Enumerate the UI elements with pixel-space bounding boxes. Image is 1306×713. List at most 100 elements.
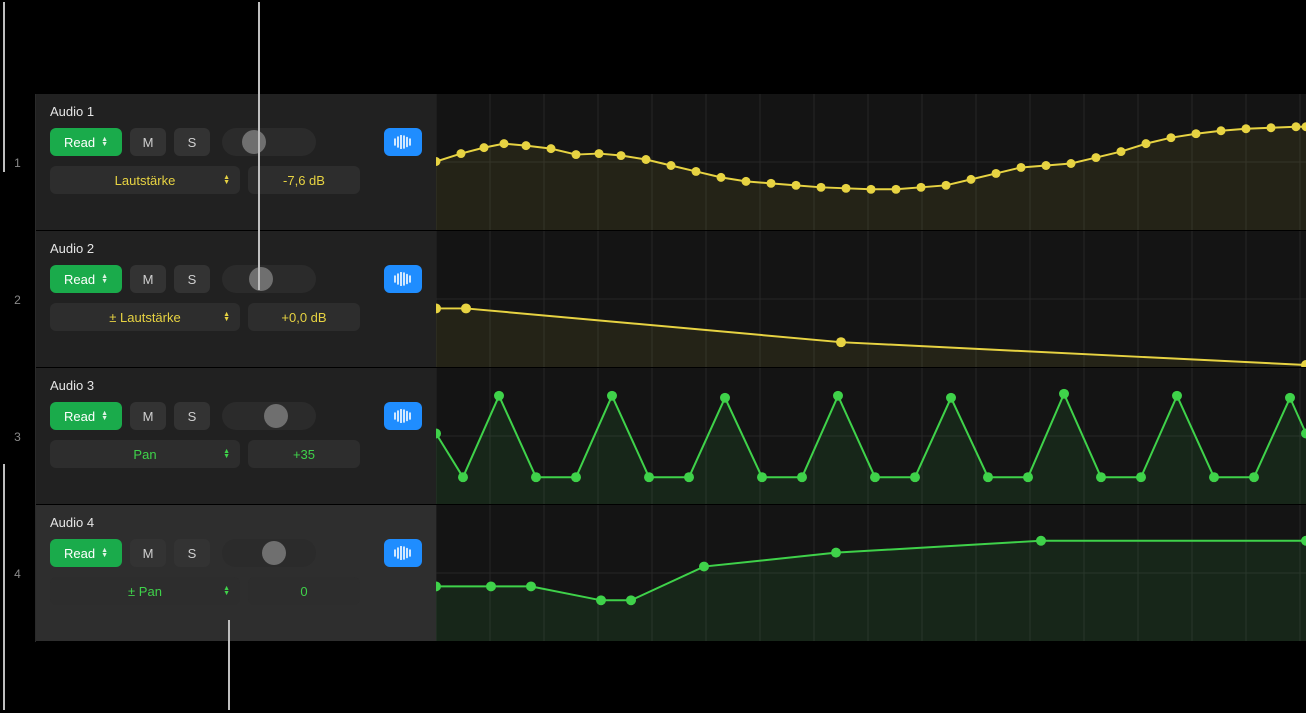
automation-point[interactable] bbox=[607, 391, 617, 401]
solo-button[interactable]: S bbox=[174, 402, 210, 430]
solo-button[interactable]: S bbox=[174, 265, 210, 293]
automation-point[interactable] bbox=[480, 143, 489, 152]
automation-mode-select[interactable]: Read▲▼ bbox=[50, 128, 122, 156]
automation-point[interactable] bbox=[486, 581, 496, 591]
waveform-icon[interactable] bbox=[384, 539, 422, 567]
automation-point[interactable] bbox=[457, 149, 466, 158]
automation-point[interactable] bbox=[910, 472, 920, 482]
automation-point[interactable] bbox=[1017, 163, 1026, 172]
automation-point[interactable] bbox=[1036, 536, 1046, 546]
automation-point[interactable] bbox=[692, 167, 701, 176]
automation-param-select[interactable]: ± Lautstärke▲▼ bbox=[50, 303, 240, 331]
automation-param-select[interactable]: Pan▲▼ bbox=[50, 440, 240, 468]
volume-slider[interactable] bbox=[222, 402, 316, 430]
automation-point[interactable] bbox=[1059, 389, 1069, 399]
automation-lane[interactable] bbox=[436, 231, 1306, 368]
automation-point[interactable] bbox=[595, 149, 604, 158]
automation-point[interactable] bbox=[522, 141, 531, 150]
automation-point[interactable] bbox=[817, 183, 826, 192]
track-header[interactable]: Audio 4Read▲▼MS± Pan▲▼0 bbox=[36, 505, 436, 642]
automation-point[interactable] bbox=[531, 472, 541, 482]
automation-param-value[interactable]: +35 bbox=[248, 440, 360, 468]
automation-point[interactable] bbox=[1242, 124, 1251, 133]
volume-slider[interactable] bbox=[222, 128, 316, 156]
automation-lane[interactable] bbox=[436, 368, 1306, 505]
automation-point[interactable] bbox=[699, 562, 709, 572]
automation-point[interactable] bbox=[571, 472, 581, 482]
automation-point[interactable] bbox=[831, 548, 841, 558]
slider-knob[interactable] bbox=[262, 541, 286, 565]
automation-point[interactable] bbox=[1209, 472, 1219, 482]
automation-param-select[interactable]: Lautstärke▲▼ bbox=[50, 166, 240, 194]
mute-button[interactable]: M bbox=[130, 539, 166, 567]
slider-knob[interactable] bbox=[249, 267, 273, 291]
waveform-icon[interactable] bbox=[384, 402, 422, 430]
automation-point[interactable] bbox=[983, 472, 993, 482]
automation-point[interactable] bbox=[842, 184, 851, 193]
automation-point[interactable] bbox=[1217, 126, 1226, 135]
mute-button[interactable]: M bbox=[130, 402, 166, 430]
track-header[interactable]: Audio 2Read▲▼MS± Lautstärke▲▼+0,0 dB bbox=[36, 231, 436, 368]
automation-point[interactable] bbox=[458, 472, 468, 482]
automation-point[interactable] bbox=[1249, 472, 1259, 482]
automation-lane[interactable] bbox=[436, 505, 1306, 642]
automation-point[interactable] bbox=[946, 393, 956, 403]
automation-point[interactable] bbox=[892, 185, 901, 194]
automation-point[interactable] bbox=[644, 472, 654, 482]
automation-point[interactable] bbox=[1092, 153, 1101, 162]
automation-point[interactable] bbox=[667, 161, 676, 170]
automation-point[interactable] bbox=[1301, 360, 1306, 367]
automation-mode-select[interactable]: Read▲▼ bbox=[50, 265, 122, 293]
waveform-icon[interactable] bbox=[384, 128, 422, 156]
automation-point[interactable] bbox=[547, 144, 556, 153]
automation-point[interactable] bbox=[836, 337, 846, 347]
automation-point[interactable] bbox=[757, 472, 767, 482]
automation-point[interactable] bbox=[1136, 472, 1146, 482]
automation-point[interactable] bbox=[1042, 161, 1051, 170]
automation-point[interactable] bbox=[1167, 133, 1176, 142]
automation-point[interactable] bbox=[1096, 472, 1106, 482]
automation-point[interactable] bbox=[992, 169, 1001, 178]
slider-knob[interactable] bbox=[242, 130, 266, 154]
automation-param-value[interactable]: -7,6 dB bbox=[248, 166, 360, 194]
automation-point[interactable] bbox=[1285, 393, 1295, 403]
automation-point[interactable] bbox=[572, 150, 581, 159]
automation-point[interactable] bbox=[500, 139, 509, 148]
automation-point[interactable] bbox=[626, 595, 636, 605]
automation-point[interactable] bbox=[526, 581, 536, 591]
automation-point[interactable] bbox=[684, 472, 694, 482]
automation-mode-select[interactable]: Read▲▼ bbox=[50, 402, 122, 430]
automation-param-value[interactable]: 0 bbox=[248, 577, 360, 605]
automation-point[interactable] bbox=[867, 185, 876, 194]
automation-point[interactable] bbox=[1267, 123, 1276, 132]
automation-point[interactable] bbox=[792, 181, 801, 190]
automation-point[interactable] bbox=[1117, 147, 1126, 156]
waveform-icon[interactable] bbox=[384, 265, 422, 293]
mute-button[interactable]: M bbox=[130, 265, 166, 293]
automation-point[interactable] bbox=[917, 183, 926, 192]
solo-button[interactable]: S bbox=[174, 539, 210, 567]
automation-param-select[interactable]: ± Pan▲▼ bbox=[50, 577, 240, 605]
automation-point[interactable] bbox=[1142, 139, 1151, 148]
automation-point[interactable] bbox=[942, 181, 951, 190]
solo-button[interactable]: S bbox=[174, 128, 210, 156]
automation-point[interactable] bbox=[1067, 159, 1076, 168]
automation-point[interactable] bbox=[617, 151, 626, 160]
volume-slider[interactable] bbox=[222, 539, 316, 567]
automation-point[interactable] bbox=[797, 472, 807, 482]
automation-point[interactable] bbox=[767, 179, 776, 188]
automation-point[interactable] bbox=[1172, 391, 1182, 401]
automation-point[interactable] bbox=[870, 472, 880, 482]
automation-point[interactable] bbox=[717, 173, 726, 182]
automation-param-value[interactable]: +0,0 dB bbox=[248, 303, 360, 331]
automation-mode-select[interactable]: Read▲▼ bbox=[50, 539, 122, 567]
track-header[interactable]: Audio 3Read▲▼MSPan▲▼+35 bbox=[36, 368, 436, 505]
mute-button[interactable]: M bbox=[130, 128, 166, 156]
automation-point[interactable] bbox=[461, 303, 471, 313]
automation-point[interactable] bbox=[642, 155, 651, 164]
track-header[interactable]: Audio 1Read▲▼MSLautstärke▲▼-7,6 dB bbox=[36, 94, 436, 231]
automation-point[interactable] bbox=[1292, 122, 1301, 131]
automation-point[interactable] bbox=[494, 391, 504, 401]
automation-lane[interactable] bbox=[436, 94, 1306, 231]
volume-slider[interactable] bbox=[222, 265, 316, 293]
